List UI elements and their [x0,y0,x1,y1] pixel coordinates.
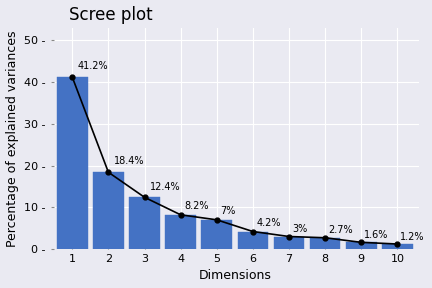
Text: 1.6%: 1.6% [364,230,388,240]
Bar [382,244,413,249]
Bar [129,197,160,249]
Text: 4.2%: 4.2% [257,218,281,228]
Bar [165,215,196,249]
Text: 41.2%: 41.2% [78,61,108,71]
Bar [93,172,124,249]
Bar [238,232,268,249]
Bar [201,220,232,249]
Text: 2.7%: 2.7% [328,225,353,235]
Text: 7%: 7% [220,206,236,217]
Text: 3%: 3% [292,224,307,234]
Text: Scree plot: Scree plot [69,5,152,24]
Bar [346,242,377,249]
Text: 8.2%: 8.2% [184,202,209,211]
Text: 1.2%: 1.2% [400,232,425,242]
Bar [273,236,304,249]
Y-axis label: Percentage of explained variances: Percentage of explained variances [6,30,19,247]
X-axis label: Dimensions: Dimensions [198,270,271,283]
Text: 18.4%: 18.4% [114,156,144,166]
Text: 12.4%: 12.4% [150,182,181,192]
Bar [57,77,88,249]
Bar [310,238,340,249]
